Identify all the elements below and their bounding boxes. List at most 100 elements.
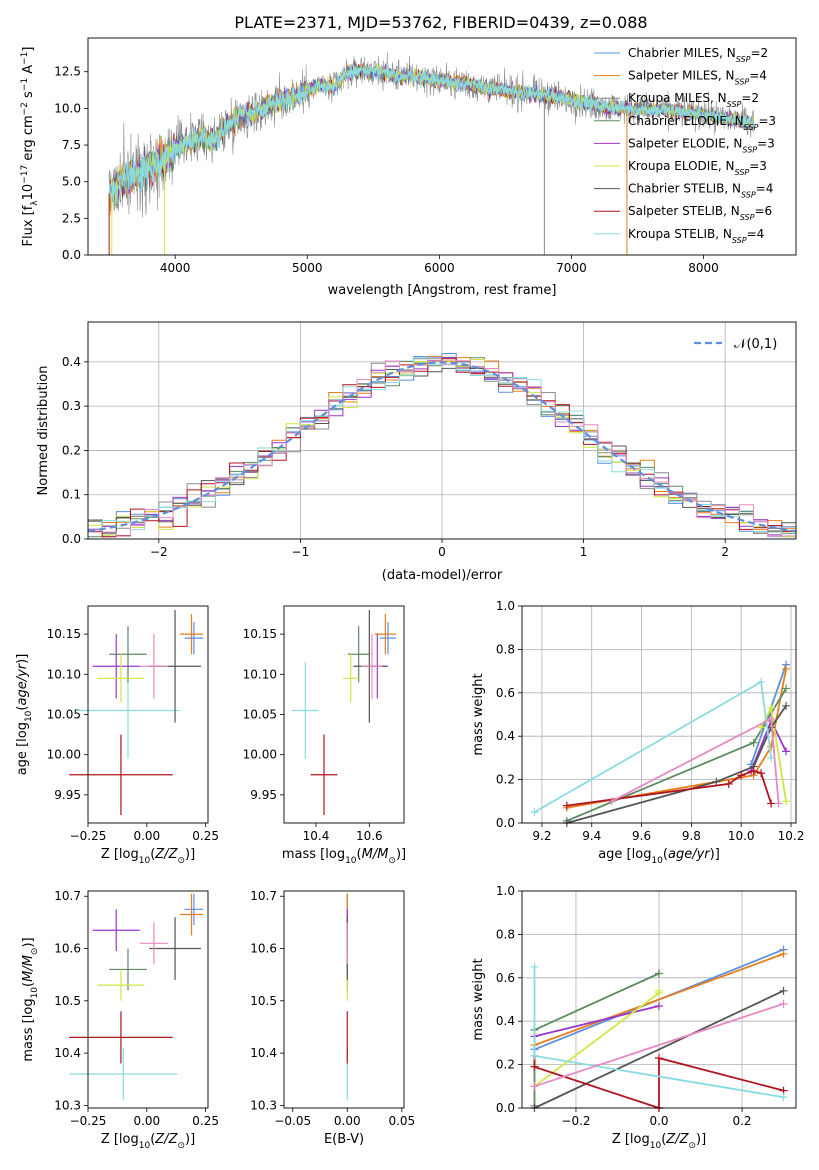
age_vs_mass-errorbars (292, 610, 396, 815)
legend-label: Chabrier STELIB, NSSP=4 (628, 182, 773, 200)
label-part: )] (15, 654, 30, 664)
y-tick-label: 10.15 (243, 627, 277, 641)
x-tick-label: 9.4 (582, 829, 601, 843)
data-point-marker (655, 1002, 663, 1011)
label-part: ( (663, 847, 668, 862)
legend-label: Kroupa MILES, NSSP=2 (628, 91, 759, 109)
y-tick-label: 0.6 (496, 971, 515, 985)
x-tick-label: 4000 (160, 261, 191, 275)
y-tick-label: 0.6 (496, 686, 515, 700)
y-tick-label: 5.0 (62, 175, 81, 189)
legend-suffix: =3 (749, 159, 767, 173)
legend-label: Chabrier ELODIE, NSSP=3 (628, 114, 776, 132)
data-point-marker (724, 779, 733, 788)
series-line (534, 989, 784, 1109)
age_vs_Z-axes: −0.25 0.00 0.25 9.95 10.00 10.05 10.10 10.15 (47, 627, 219, 843)
y-tick-label: 0.2 (62, 443, 81, 457)
label-part: −1 (20, 78, 30, 91)
x-tick-label: 10.6 (356, 829, 383, 843)
legend-prefix: Salpeter MILES, N (628, 69, 735, 83)
y-tick-label: 10.05 (47, 708, 81, 722)
x-axis-label: (data-model)/error (382, 568, 503, 583)
series-line (534, 953, 784, 1046)
y-tick-label: 10.0 (54, 101, 81, 115)
legend-sub: SSP (740, 213, 755, 222)
x-tick-label: 0.00 (133, 829, 160, 843)
y-axis-label: mass [log10(M/M⊙)] (21, 937, 40, 1061)
legend-label: Salpeter STELIB, NSSP=6 (628, 204, 772, 222)
x-tick-label: 1 (580, 545, 588, 559)
x-tick-label: 0.2 (732, 1114, 751, 1128)
x-tick-label: 0.05 (388, 1114, 415, 1128)
y-tick-label: 10.7 (250, 889, 277, 903)
data-point-marker (737, 771, 746, 780)
y-axis-label: mass weight (471, 958, 486, 1040)
label-part: ( (357, 847, 362, 862)
x-axis-label: E(B-V) (324, 1132, 364, 1147)
data-point-marker (782, 684, 791, 693)
y-tick-label: 10.4 (54, 1046, 81, 1060)
label-part: )] (710, 847, 720, 862)
y-tick-label: 10.5 (250, 994, 277, 1008)
label-part: mass [log (282, 847, 345, 862)
label-part: )] (185, 1132, 195, 1147)
label-part: Z/Z (154, 847, 178, 862)
label-part: 10 (650, 1141, 662, 1151)
x-tick-label: 10.2 (778, 829, 805, 843)
y-tick-label: 10.15 (47, 627, 81, 641)
data-point-marker (782, 701, 791, 710)
x-tick-label: 0.25 (192, 829, 219, 843)
label-part: )] (185, 847, 195, 862)
legend-sub: SSP (736, 55, 751, 64)
label-part: Flux [f (21, 205, 36, 246)
axes-frame (283, 605, 405, 824)
label-part: A (21, 65, 36, 78)
x-tick-label: 10.0 (728, 829, 755, 843)
data-point-marker (782, 797, 791, 806)
data-point-marker (712, 777, 721, 786)
series-line (566, 668, 787, 809)
x-tick-label: 9.2 (532, 829, 551, 843)
data-point-marker (607, 797, 616, 806)
mass_vs_ebv-axes: −0.05 0.00 0.05 10.3 10.4 10.5 10.6 10.7 (250, 889, 415, 1128)
y-tick-label: 10.3 (54, 1098, 81, 1112)
y-tick-label: 0.4 (496, 729, 515, 743)
data-point-marker (655, 986, 663, 995)
gaussian-reference-line (87, 361, 797, 533)
x-tick-label: 8000 (688, 261, 719, 275)
data-point-marker (530, 1082, 539, 1091)
y-tick-label: 1.0 (496, 884, 515, 898)
label-part: −17 (20, 165, 30, 184)
data-point-marker (767, 714, 776, 723)
age_vs_mass-axes: 10.4 10.6 9.95 10.00 10.05 10.10 10.15 (243, 627, 383, 843)
data-point-marker (530, 1051, 539, 1060)
data-point-marker (530, 962, 539, 971)
data-point-marker (655, 969, 663, 978)
axes-frame (87, 321, 797, 540)
data-point-marker (779, 1093, 788, 1102)
label-part: −1 (20, 52, 30, 65)
label-part: age [log (598, 847, 651, 862)
massweight_vs_age-lines (530, 660, 791, 827)
y-tick-label: 0.4 (496, 1014, 515, 1028)
label-part: 10 (30, 987, 40, 999)
label-part: 10 (21, 184, 36, 201)
y-tick-label: 10.4 (250, 1046, 277, 1060)
series-line-kroupa-stelib (108, 63, 755, 208)
histogram-chabrier-stelib (88, 361, 796, 534)
figure-title: PLATE=2371, MJD=53762, FIBERID=0439, z=0… (234, 13, 647, 32)
legend-prefix: Chabrier MILES, N (628, 46, 736, 60)
legend-sub: SSP (744, 122, 759, 131)
label-part: M/M (362, 847, 389, 862)
label-part: 10 (139, 1141, 151, 1151)
y-tick-label: 10.6 (54, 942, 81, 956)
data-point-marker (530, 1062, 539, 1071)
x-axis-label: age [log10(age/yr)] (598, 847, 720, 866)
x-tick-label: 9.8 (682, 829, 701, 843)
legend-suffix: =3 (757, 136, 775, 150)
y-tick-label: 2.5 (62, 211, 81, 225)
data-point-marker (782, 747, 791, 756)
label-part: erg cm (21, 115, 36, 164)
